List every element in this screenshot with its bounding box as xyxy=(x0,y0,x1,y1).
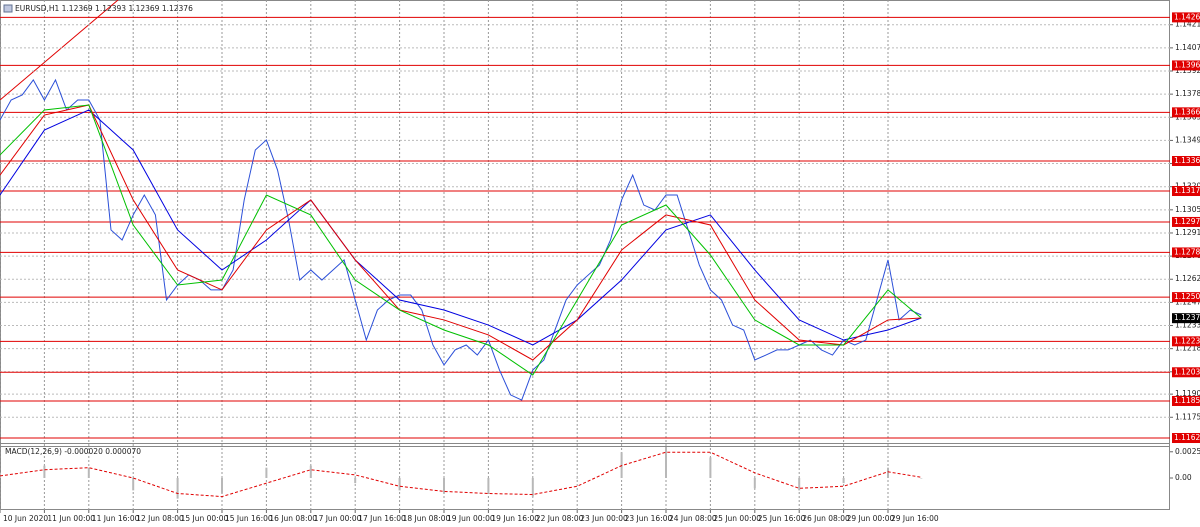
histogram-bar xyxy=(709,457,712,478)
x-tick-label: 29 Jun 16:00 xyxy=(891,514,939,523)
y-tick-label: 1.12330 xyxy=(1175,321,1200,330)
symbol-icon xyxy=(3,4,13,13)
level-label: 1.13173 xyxy=(1174,186,1200,195)
macd-title: MACD(12,26,9) -0.000020 0.000070 xyxy=(5,447,141,456)
y-tick-label: 0.00 xyxy=(1175,473,1192,482)
level-label: 1.12037 xyxy=(1174,367,1200,376)
axis: 1.142151.140701.139251.137801.136351.134… xyxy=(0,12,1200,523)
x-tick-label: 25 Jun 16:00 xyxy=(758,514,806,523)
level-tag xyxy=(1172,367,1200,378)
histogram-bar xyxy=(531,478,534,497)
x-tick-label: 15 Jun 00:00 xyxy=(181,514,229,523)
x-tick-label: 17 Jun 00:00 xyxy=(314,514,362,523)
y-tick-label: 1.14215 xyxy=(1175,20,1200,29)
level-label: 1.13666 xyxy=(1174,107,1200,116)
histogram-bar xyxy=(920,478,923,479)
x-tick-label: 12 Jun 08:00 xyxy=(136,514,184,523)
y-tick-label: 1.11755 xyxy=(1175,412,1200,421)
chart-title: EURUSD,H1 1.12369 1.12393 1.12369 1.1237… xyxy=(15,4,193,13)
level-tag xyxy=(1172,433,1200,444)
histogram-bar xyxy=(753,478,756,489)
series-line xyxy=(0,78,922,401)
histogram-bar xyxy=(842,478,845,484)
histogram-bar xyxy=(487,478,490,494)
x-tick-label: 26 Jun 08:00 xyxy=(802,514,850,523)
y-tick-label: 1.13780 xyxy=(1175,89,1200,98)
level-tag xyxy=(1172,107,1200,118)
x-tick-label: 24 Jun 08:00 xyxy=(669,514,717,523)
level-tag xyxy=(1172,12,1200,23)
series-line xyxy=(0,109,922,346)
histogram-bar xyxy=(221,478,223,494)
series-line xyxy=(0,451,922,498)
y-tick-label: 1.13055 xyxy=(1175,205,1200,214)
y-tick-label: 1.12620 xyxy=(1175,274,1200,283)
histogram-bar xyxy=(87,467,90,478)
histogram-bar xyxy=(398,478,401,491)
x-tick-label: 25 Jun 00:00 xyxy=(713,514,761,523)
y-tick-label: 1.12910 xyxy=(1175,228,1200,237)
last-price-tag xyxy=(1172,313,1200,324)
histogram-bar xyxy=(665,447,667,478)
level-tag xyxy=(1172,292,1200,303)
histogram-bar xyxy=(887,467,889,478)
x-tick-label: 18 Jun 08:00 xyxy=(403,514,451,523)
histogram-bar xyxy=(132,478,135,491)
x-tick-label: 17 Jun 16:00 xyxy=(358,514,406,523)
level-label: 1.11857 xyxy=(1174,396,1200,405)
level-tag xyxy=(1172,156,1200,167)
level-label: 1.12979 xyxy=(1174,217,1200,226)
last-price-label: 1.12376 xyxy=(1174,313,1200,322)
chart-frame xyxy=(0,0,1170,510)
x-tick-label: 22 Jun 08:00 xyxy=(536,514,584,523)
x-tick-label: 29 Jun 00:00 xyxy=(847,514,895,523)
level-label: 1.12508 xyxy=(1174,292,1200,301)
x-tick-label: 11 Jun 16:00 xyxy=(92,514,140,523)
histogram-bar xyxy=(576,478,579,479)
level-tag xyxy=(1172,395,1200,406)
level-label: 1.12788 xyxy=(1174,247,1200,256)
x-tick-label: 19 Jun 00:00 xyxy=(447,514,495,523)
y-tick-label: 1.13490 xyxy=(1175,135,1200,144)
marks xyxy=(0,16,1170,499)
x-tick-label: 23 Jun 16:00 xyxy=(625,514,673,523)
x-tick-label: 23 Jun 00:00 xyxy=(580,514,628,523)
x-tick-label: 15 Jun 16:00 xyxy=(225,514,273,523)
histogram-bar xyxy=(265,467,268,478)
trend-line xyxy=(0,0,119,101)
level-tag xyxy=(1172,336,1200,347)
level-label: 1.13960 xyxy=(1174,60,1200,69)
histogram-bar xyxy=(443,478,445,494)
y-tick-label: 1.13925 xyxy=(1175,66,1200,75)
level-tag xyxy=(1172,186,1200,197)
y-tick-label: 1.14070 xyxy=(1175,43,1200,52)
histogram-bar xyxy=(176,478,179,499)
x-tick-label: 10 Jun 2020 xyxy=(3,514,48,523)
series-line xyxy=(0,104,922,361)
histogram-bar xyxy=(43,465,46,478)
x-tick-label: 11 Jun 00:00 xyxy=(47,514,95,523)
x-tick-label: 16 Jun 08:00 xyxy=(269,514,317,523)
level-tag xyxy=(1172,247,1200,258)
series-line xyxy=(0,104,922,376)
y-tick-label: 1.12185 xyxy=(1175,344,1200,353)
histogram-bar xyxy=(309,465,312,478)
level-tag xyxy=(1172,60,1200,71)
y-tick-label: 0.00254 xyxy=(1175,447,1200,456)
level-label: 1.11625 xyxy=(1174,433,1200,442)
y-tick-label: 1.11900 xyxy=(1175,389,1200,398)
x-tick-label: 19 Jun 16:00 xyxy=(491,514,539,523)
level-tag xyxy=(1172,216,1200,227)
histogram-bar xyxy=(354,478,357,484)
histogram-bar xyxy=(798,478,801,491)
